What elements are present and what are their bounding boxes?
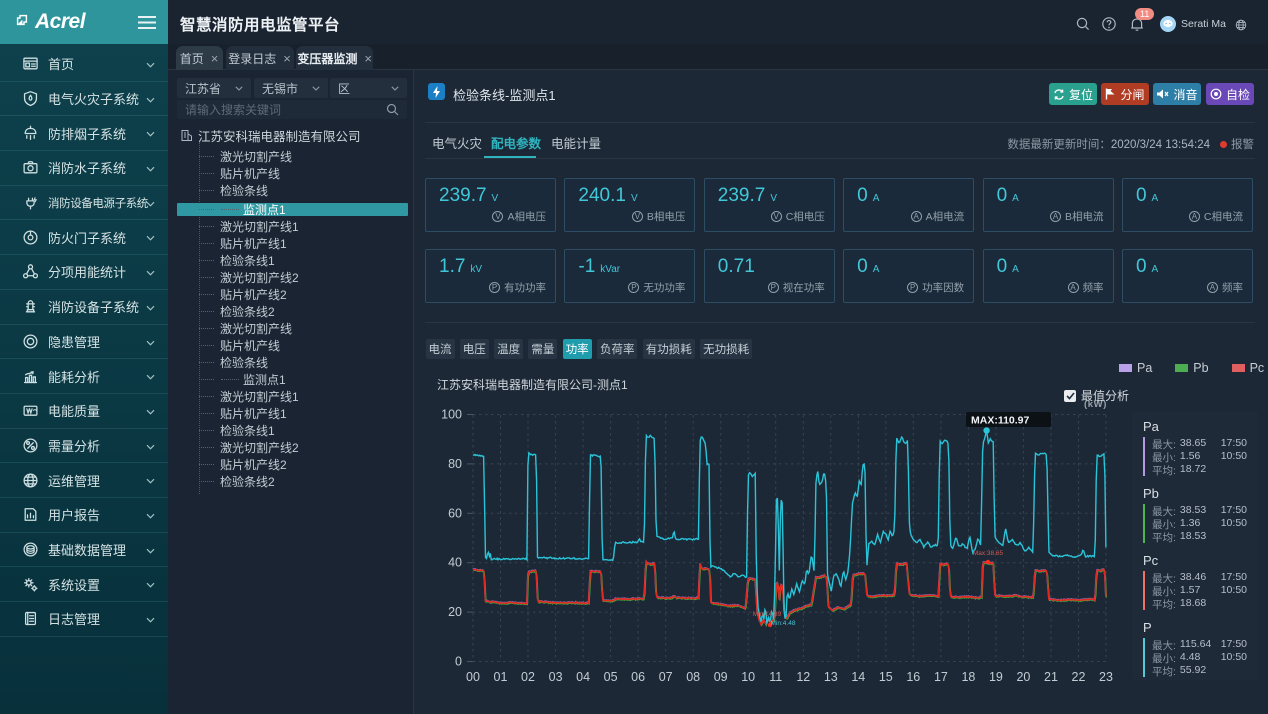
svg-text:09: 09 [714, 670, 728, 684]
svg-text:08: 08 [686, 670, 700, 684]
svg-text:20: 20 [448, 605, 462, 619]
svg-text:80: 80 [448, 457, 462, 471]
svg-text:06: 06 [631, 670, 645, 684]
svg-text:(kW): (kW) [1084, 399, 1107, 410]
svg-text:03: 03 [549, 670, 563, 684]
svg-text:07: 07 [659, 670, 673, 684]
svg-text:12: 12 [796, 670, 810, 684]
svg-text:Max:38.65: Max:38.65 [973, 550, 1004, 557]
svg-text:18: 18 [961, 670, 975, 684]
svg-text:11: 11 [769, 670, 782, 684]
svg-text:01: 01 [494, 670, 508, 684]
svg-text:100: 100 [441, 408, 462, 422]
svg-text:23: 23 [1099, 670, 1113, 684]
svg-text:17: 17 [934, 670, 948, 684]
svg-text:Min:4.48: Min:4.48 [771, 620, 796, 627]
svg-text:60: 60 [448, 506, 462, 520]
svg-text:13: 13 [824, 670, 838, 684]
svg-text:0: 0 [455, 655, 462, 669]
svg-text:16: 16 [906, 670, 920, 684]
svg-text:10: 10 [741, 670, 755, 684]
svg-text:MAX:110.97: MAX:110.97 [971, 415, 1030, 427]
svg-text:02: 02 [521, 670, 535, 684]
svg-text:21: 21 [1044, 670, 1058, 684]
svg-text:05: 05 [604, 670, 618, 684]
svg-text:15: 15 [879, 670, 893, 684]
svg-text:04: 04 [576, 670, 590, 684]
svg-text:Min:14.89: Min:14.89 [753, 611, 782, 618]
svg-text:00: 00 [466, 670, 480, 684]
svg-text:19: 19 [989, 670, 1003, 684]
svg-text:22: 22 [1072, 670, 1086, 684]
svg-text:20: 20 [1016, 670, 1030, 684]
svg-text:14: 14 [851, 670, 865, 684]
svg-text:40: 40 [448, 556, 462, 570]
